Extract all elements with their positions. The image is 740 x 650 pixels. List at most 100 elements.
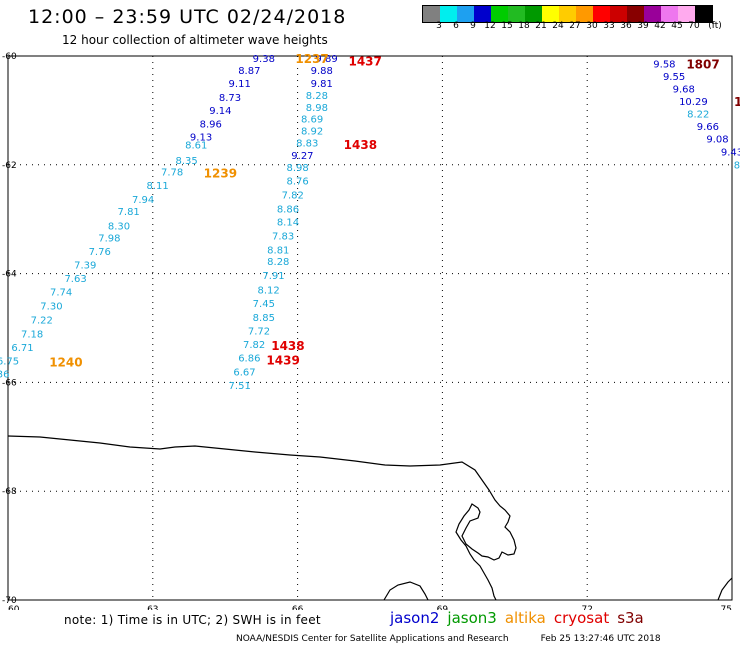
colorbar-cell	[661, 6, 678, 22]
swh-value: 7.82	[282, 191, 304, 202]
swh-value: 7.22	[31, 315, 53, 326]
swh-value: 8.87	[238, 66, 260, 77]
legend-altika: altika	[504, 609, 546, 627]
swh-value: 8.5	[734, 160, 740, 171]
swh-value: 9.38	[253, 54, 275, 65]
swh-value: 7.94	[132, 195, 154, 206]
time-labels: 12371437143812391438143912401807180	[49, 52, 740, 370]
swh-value: 7.83	[272, 232, 294, 243]
lon-tick-label: 60	[8, 605, 20, 610]
swh-value: 8.96	[200, 119, 222, 130]
colorbar-cell	[491, 6, 508, 22]
colorbar-label: 70	[688, 21, 700, 31]
colorbar-cell	[695, 6, 712, 22]
swh-value: 7.39	[74, 260, 96, 271]
swh-value: 8.76	[286, 177, 308, 188]
lat-tick-label: -64	[2, 270, 17, 280]
legend-cryosat: cryosat	[553, 609, 610, 627]
time-label: 1438	[344, 138, 377, 152]
lon-tick-label: 66	[292, 605, 304, 610]
colorbar-cell	[423, 6, 440, 22]
swh-value: 8.83	[296, 138, 318, 149]
graticule	[8, 56, 732, 600]
colorbar-label: 42	[654, 21, 666, 31]
swh-value: 9.11	[229, 79, 251, 90]
colorbar-cell	[542, 6, 559, 22]
credit-timestamp: Feb 25 13:27:46 UTC 2018	[540, 634, 661, 644]
map-title: 12:00 – 23:59 UTC 02/24/2018	[28, 6, 347, 28]
colorbar-cell	[559, 6, 576, 22]
swh-value: 9.43	[721, 148, 740, 159]
swh-value: 9.27	[291, 151, 313, 162]
colorbar-label: 33	[603, 21, 615, 31]
lon-tick-label: 72	[581, 605, 592, 610]
colorbar-cell	[644, 6, 661, 22]
altimeter-tracks: 8.61 8.357.78 8.11 7.947.81 8.307.98 7.76 7.39…	[0, 54, 740, 392]
lat-tick-label: -60	[2, 52, 17, 62]
swh-value: 9.89	[315, 54, 337, 65]
map-frame	[7, 55, 733, 601]
wave-height-colorbar	[422, 5, 713, 23]
swh-value: 9.08	[706, 135, 728, 146]
swh-value: 7.18	[21, 329, 43, 340]
colorbar-label: 18	[518, 21, 530, 31]
swh-value: 8.61	[185, 141, 207, 152]
swh-value: 7.45	[253, 299, 275, 310]
colorbar-label: 27	[569, 21, 581, 31]
colorbar-cell	[525, 6, 542, 22]
swh-value: 7.82	[243, 340, 265, 351]
time-label: 1240	[49, 356, 82, 370]
swh-value: 8.12	[258, 285, 280, 296]
swh-value: 7.78	[161, 167, 183, 178]
colorbar-cell	[576, 6, 593, 22]
swh-value: 6.75	[0, 357, 19, 368]
legend-jason2: jason2	[390, 609, 440, 627]
colorbar-cell	[508, 6, 525, 22]
colorbar-label: 6	[453, 21, 459, 31]
time-label: 1807	[686, 58, 719, 72]
swh-value: 8.85	[253, 313, 275, 324]
legend-s3a: s3a	[617, 609, 644, 627]
colorbar-label: 3	[436, 21, 442, 31]
swh-value: 8.69	[301, 115, 323, 126]
swh-value: 9.66	[697, 122, 719, 133]
colorbar-label: 45	[671, 21, 683, 31]
colorbar-label: 21	[535, 21, 547, 31]
time-label: 1237	[295, 52, 328, 66]
credit-org: NOAA/NESDIS Center for Satellite Applica…	[236, 634, 509, 644]
colorbar-cell	[474, 6, 491, 22]
swh-value: 8.22	[687, 110, 709, 121]
colorbar-label: 9	[470, 21, 476, 31]
map-subtitle: 12 hour collection of altimeter wave hei…	[62, 33, 328, 47]
colorbar-label: 30	[586, 21, 598, 31]
swh-value: 9.58	[653, 60, 675, 71]
swh-value: 9.55	[663, 72, 685, 83]
lat-tick-label: -62	[2, 161, 17, 171]
swh-value: 8.30	[108, 222, 130, 233]
swh-value: 7.30	[40, 302, 62, 313]
swh-value: 8.98	[286, 163, 308, 174]
lat-tick-label: -66	[2, 378, 17, 388]
colorbar-label: 36	[620, 21, 632, 31]
colorbar-cell	[457, 6, 474, 22]
lon-tick-label: 69	[437, 605, 449, 610]
colorbar-cell	[627, 6, 644, 22]
swh-value: 8.73	[219, 93, 241, 104]
coastline-segment-east	[717, 577, 733, 601]
lat-tick-label: -70	[2, 596, 17, 606]
lon-tick-label: 63	[147, 605, 158, 610]
lon-tick-label: 75	[721, 605, 732, 610]
lat-tick-label: -68	[2, 487, 17, 497]
swh-value: 8.28	[306, 91, 328, 102]
coastline-segment-south	[383, 581, 429, 601]
time-label: 1439	[266, 354, 299, 368]
colorbar-label: 12	[484, 21, 496, 31]
time-label: 1438	[271, 339, 304, 353]
colorbar-cell	[678, 6, 695, 22]
colorbar-label: 24	[552, 21, 564, 31]
swh-value: 7.81	[118, 207, 140, 218]
colorbar-label: 15	[501, 21, 513, 31]
swh-value: 6.36	[0, 370, 9, 381]
swh-value: 7.76	[89, 247, 111, 258]
